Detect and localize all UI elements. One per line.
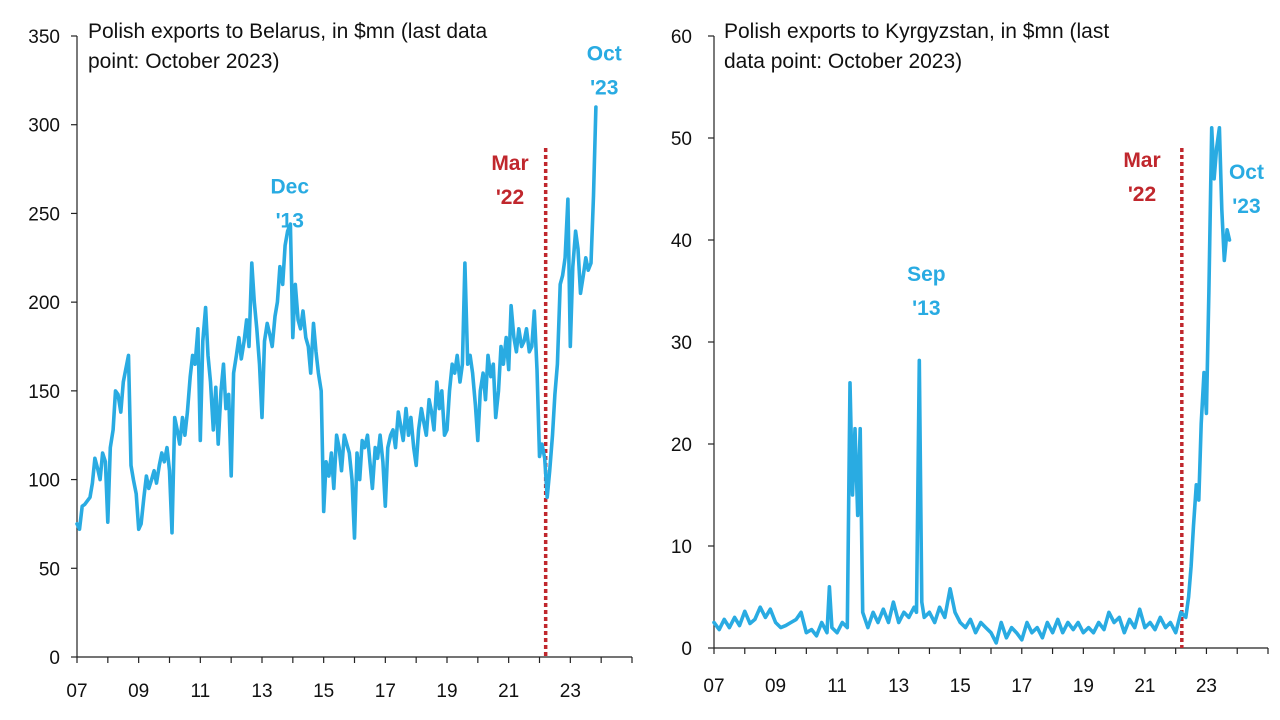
kyrgyzstan-x-tick-label: 11 xyxy=(827,676,847,697)
belarus-x-tick-label: 23 xyxy=(560,681,581,702)
belarus-annotation-label: Oct xyxy=(587,42,622,65)
kyrgyzstan-y-tick-label: 10 xyxy=(671,537,692,558)
belarus-x-tick-label: 19 xyxy=(436,681,457,702)
belarus-annotation-label: '23 xyxy=(590,76,618,99)
kyrgyzstan-x-tick-label: 07 xyxy=(703,676,724,697)
belarus-y-tick-label: 200 xyxy=(28,293,60,314)
kyrgyzstan-x-tick-label: 15 xyxy=(950,676,971,697)
belarus-exports-chart: 0 50 100 150 200 250 300 350 07 09 11 13 15 17 19 21 23 P… xyxy=(28,20,633,702)
belarus-y-tick-label: 100 xyxy=(28,471,60,492)
belarus-x-tick-label: 21 xyxy=(498,681,519,702)
kyrgyzstan-x-tick-label: 21 xyxy=(1134,676,1155,697)
kyrgyzstan-chart-panel: 0 10 20 30 40 50 60 07 09 11 13 15 17 19 21 23 Polish ex… xyxy=(640,0,1280,720)
belarus-x-tick-label: 17 xyxy=(375,681,396,702)
kyrgyzstan-x-tick-label: 09 xyxy=(765,676,786,697)
kyrgyzstan-annotation-label: '13 xyxy=(912,297,940,320)
kyrgyzstan-exports-chart: 0 10 20 30 40 50 60 07 09 11 13 15 17 19 21 23 Polish ex… xyxy=(671,20,1269,697)
belarus-x-tick-label: 07 xyxy=(66,681,87,702)
kyrgyzstan-series-line xyxy=(712,126,1232,645)
belarus-y-tick-label: 50 xyxy=(39,559,60,580)
kyrgyzstan-annotation-label: Sep xyxy=(907,263,946,286)
kyrgyzstan-y-tick-label: 30 xyxy=(671,333,692,354)
kyrgyzstan-x-tick-label: 13 xyxy=(888,676,909,697)
kyrgyzstan-reference-label: Mar xyxy=(1123,149,1160,172)
belarus-y-tick-label: 350 xyxy=(28,27,60,48)
kyrgyzstan-y-tick-label: 0 xyxy=(681,639,692,660)
belarus-y-tick-label: 0 xyxy=(49,648,60,669)
belarus-annotation-label: Dec xyxy=(270,175,309,198)
kyrgyzstan-y-tick-label: 60 xyxy=(671,27,692,48)
belarus-series-line xyxy=(75,105,598,540)
kyrgyzstan-y-tick-label: 20 xyxy=(671,435,692,456)
kyrgyzstan-title-line: Polish exports to Kyrgyzstan, in $mn (la… xyxy=(724,20,1109,43)
belarus-x-tick-label: 15 xyxy=(313,681,334,702)
belarus-chart-panel: 0 50 100 150 200 250 300 350 07 09 11 13 15 17 19 21 23 P… xyxy=(28,20,633,702)
belarus-x-tick-label: 09 xyxy=(128,681,149,702)
belarus-y-tick-label: 150 xyxy=(28,382,60,403)
kyrgyzstan-title-line: data point: October 2023) xyxy=(724,50,962,73)
kyrgyzstan-annotation-label: '23 xyxy=(1232,195,1260,218)
kyrgyzstan-reference-label: '22 xyxy=(1128,183,1156,206)
kyrgyzstan-x-tick-label: 23 xyxy=(1196,676,1217,697)
belarus-y-tick-label: 250 xyxy=(28,204,60,225)
kyrgyzstan-y-tick-label: 40 xyxy=(671,231,692,252)
kyrgyzstan-y-tick-label: 50 xyxy=(671,129,692,150)
belarus-title-line: point: October 2023) xyxy=(88,50,279,73)
belarus-reference-label: '22 xyxy=(496,186,524,209)
belarus-reference-label: Mar xyxy=(491,152,528,175)
belarus-title-line: Polish exports to Belarus, in $mn (last … xyxy=(88,20,488,43)
belarus-x-tick-label: 13 xyxy=(251,681,272,702)
kyrgyzstan-annotation-label: Oct xyxy=(1229,161,1264,184)
belarus-y-tick-label: 300 xyxy=(28,116,60,137)
kyrgyzstan-x-tick-label: 19 xyxy=(1073,676,1094,697)
kyrgyzstan-x-tick-label: 17 xyxy=(1011,676,1032,697)
belarus-x-tick-label: 11 xyxy=(190,681,210,702)
belarus-annotation-label: '13 xyxy=(276,209,304,232)
